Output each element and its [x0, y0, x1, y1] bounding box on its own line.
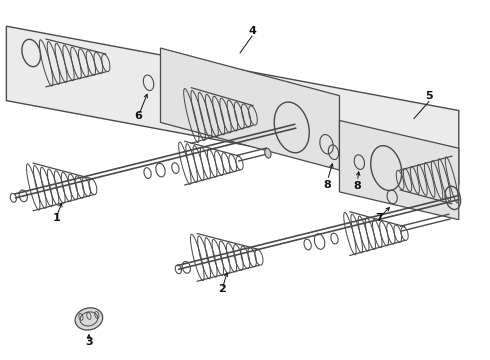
Text: 5: 5: [425, 91, 433, 101]
Ellipse shape: [75, 308, 102, 330]
Polygon shape: [6, 26, 459, 185]
Text: 8: 8: [353, 181, 361, 191]
Text: 4: 4: [248, 26, 256, 36]
Polygon shape: [161, 48, 340, 170]
Text: 3: 3: [85, 337, 93, 347]
Polygon shape: [340, 121, 459, 220]
Ellipse shape: [265, 148, 271, 158]
Text: 6: 6: [135, 111, 143, 121]
Text: 1: 1: [52, 213, 60, 223]
Text: 7: 7: [375, 213, 383, 223]
Text: 8: 8: [324, 180, 331, 190]
Text: 2: 2: [218, 284, 226, 294]
